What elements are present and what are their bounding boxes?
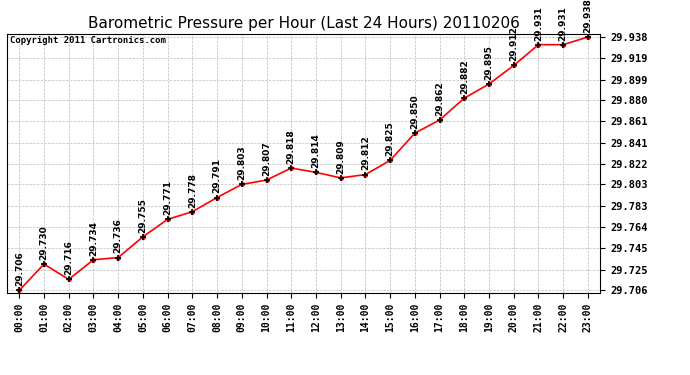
- Text: 29.706: 29.706: [14, 251, 23, 286]
- Text: 29.755: 29.755: [139, 198, 148, 232]
- Text: 29.818: 29.818: [287, 129, 296, 164]
- Text: 29.791: 29.791: [213, 158, 221, 194]
- Text: 29.771: 29.771: [163, 180, 172, 215]
- Text: 29.882: 29.882: [460, 59, 469, 94]
- Text: 29.814: 29.814: [311, 134, 320, 168]
- Text: Copyright 2011 Cartronics.com: Copyright 2011 Cartronics.com: [10, 36, 166, 45]
- Text: 29.807: 29.807: [262, 141, 271, 176]
- Text: 29.850: 29.850: [411, 94, 420, 129]
- Text: 29.931: 29.931: [559, 6, 568, 40]
- Text: 29.938: 29.938: [584, 0, 593, 33]
- Title: Barometric Pressure per Hour (Last 24 Hours) 20110206: Barometric Pressure per Hour (Last 24 Ho…: [88, 16, 520, 31]
- Text: 29.734: 29.734: [89, 220, 98, 256]
- Text: 29.825: 29.825: [386, 122, 395, 156]
- Text: 29.778: 29.778: [188, 172, 197, 207]
- Text: 29.809: 29.809: [336, 139, 345, 174]
- Text: 29.931: 29.931: [534, 6, 543, 40]
- Text: 29.736: 29.736: [114, 219, 123, 254]
- Text: 29.812: 29.812: [361, 136, 370, 170]
- Text: 29.895: 29.895: [484, 45, 493, 80]
- Text: 29.803: 29.803: [237, 146, 246, 180]
- Text: 29.862: 29.862: [435, 81, 444, 116]
- Text: 29.716: 29.716: [64, 240, 73, 275]
- Text: 29.730: 29.730: [39, 225, 48, 260]
- Text: 29.912: 29.912: [509, 26, 518, 61]
